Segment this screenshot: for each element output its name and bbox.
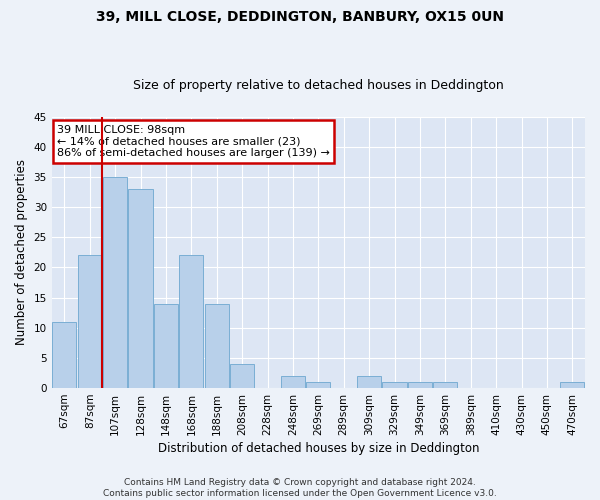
Text: Contains HM Land Registry data © Crown copyright and database right 2024.
Contai: Contains HM Land Registry data © Crown c… (103, 478, 497, 498)
Text: 39, MILL CLOSE, DEDDINGTON, BANBURY, OX15 0UN: 39, MILL CLOSE, DEDDINGTON, BANBURY, OX1… (96, 10, 504, 24)
Bar (433, 382, 457, 388)
Text: 39 MILL CLOSE: 98sqm
← 14% of detached houses are smaller (23)
86% of semi-detac: 39 MILL CLOSE: 98sqm ← 14% of detached h… (57, 125, 330, 158)
Bar (357, 376, 381, 388)
Bar (382, 382, 407, 388)
Bar (103, 177, 127, 388)
Bar (128, 189, 152, 388)
Bar (281, 376, 305, 388)
Bar (408, 382, 432, 388)
Bar (205, 304, 229, 388)
X-axis label: Distribution of detached houses by size in Deddington: Distribution of detached houses by size … (158, 442, 479, 455)
Bar (179, 256, 203, 388)
Bar (77, 256, 102, 388)
Bar (560, 382, 584, 388)
Bar (154, 304, 178, 388)
Bar (52, 322, 76, 388)
Bar (230, 364, 254, 388)
Y-axis label: Number of detached properties: Number of detached properties (15, 160, 28, 346)
Title: Size of property relative to detached houses in Deddington: Size of property relative to detached ho… (133, 79, 504, 92)
Bar (306, 382, 331, 388)
